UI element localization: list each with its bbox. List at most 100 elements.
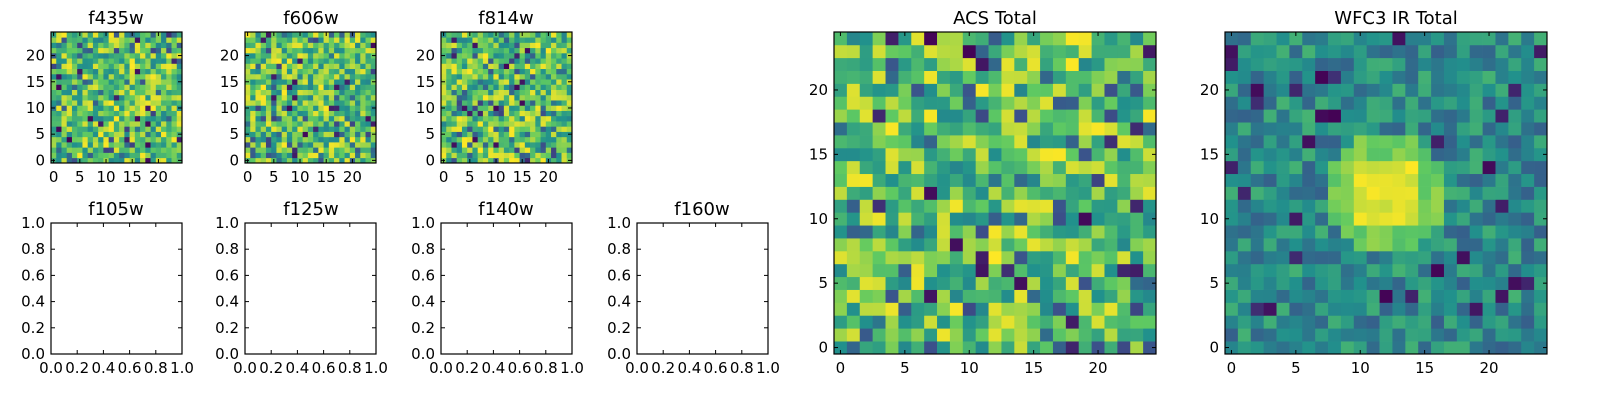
heatmap-cell [108,105,115,111]
heatmap-cell [171,94,178,101]
heatmap-cell [1078,135,1092,149]
heatmap-cell [313,68,319,75]
heatmap-cell [949,263,964,278]
heatmap-cell [1353,160,1368,175]
heatmap-cell [937,44,951,59]
heatmap-cell [360,126,366,132]
heatmap-cell [530,105,536,111]
heatmap-cell [530,147,536,153]
heatmap-cell [339,94,345,101]
heatmap-cell [108,152,115,159]
heatmap-cell [77,63,83,70]
heatmap-cell [1495,70,1509,84]
heatmap-cell [92,84,99,90]
heatmap-cell [441,37,447,43]
heatmap-cell [488,110,494,117]
heatmap-cell [859,44,873,59]
heatmap-cell [1289,212,1303,226]
heatmap-cell [524,94,531,101]
heatmap-cell [260,157,267,164]
heatmap-cell [124,110,130,117]
heatmap-cell [166,52,172,59]
heatmap-cell [87,131,94,138]
heatmap-cell [124,73,130,80]
heatmap-cell [98,63,104,70]
heatmap-cell [113,47,120,54]
heatmap-cell [1237,341,1252,355]
heatmap-cell [1379,186,1393,200]
heatmap-cell [1405,250,1419,265]
heatmap-cell [988,186,1002,200]
heatmap-cell [1443,225,1458,239]
heatmap-cell [87,115,94,122]
heatmap-cell [540,152,547,159]
heatmap-cell [313,152,319,159]
heatmap-cell [924,135,938,149]
heatmap-cell [885,199,899,213]
y-tick-label: 0.2 [215,319,239,337]
heatmap-cell [1534,32,1548,46]
heatmap-cell [61,110,68,117]
heatmap-cell [530,100,536,106]
heatmap-cell [103,37,109,43]
heatmap-cell [134,115,141,122]
heatmap-cell [92,147,99,153]
heatmap-cell [166,68,172,75]
heatmap-cell [962,238,977,252]
heatmap-cell [937,302,951,316]
heatmap-cell [1456,276,1471,290]
heatmap-cell [171,115,178,122]
heatmap-cell [482,84,489,90]
heatmap-cell [1276,289,1290,303]
heatmap-cell [1392,83,1406,97]
heatmap-cell [71,147,78,153]
heatmap-cell [1014,302,1028,316]
heatmap-cell [962,289,977,303]
heatmap-cell [155,121,162,127]
heatmap-cell [297,37,303,43]
heatmap-cell [1117,225,1131,239]
heatmap-cell [1027,341,1041,355]
heatmap-cell [171,142,178,148]
heatmap-cell [328,68,335,75]
heatmap-cell [834,250,848,265]
heatmap-cell [477,68,484,75]
heatmap-cell [540,79,547,85]
heatmap-cell [82,94,89,101]
heatmap-cell [323,42,330,49]
heatmap-cell [540,58,547,64]
heatmap-cell [498,126,505,132]
heatmap-cell [1379,302,1393,316]
heatmap-cell [924,328,938,342]
heatmap-cell [509,47,515,54]
heatmap-cell [498,94,505,101]
heatmap-cell [540,115,547,122]
heatmap-cell [1130,212,1144,226]
y-tick-label: 5 [1209,274,1219,292]
heatmap-cell [503,126,510,132]
heatmap-cell [271,73,277,80]
heatmap-cell [365,68,372,75]
heatmap-cell [1091,199,1105,213]
heatmap-cell [1014,199,1028,213]
heatmap-cell [66,32,73,38]
heatmap-cell [1315,315,1329,329]
heatmap-cell [488,89,494,96]
heatmap-cell [307,58,314,64]
heatmap-cell [498,105,505,111]
heatmap-cell [344,58,351,64]
heatmap-cell [318,100,324,106]
heatmap-cell [988,83,1002,97]
heatmap-cell [1456,122,1471,136]
heatmap-cell [446,157,452,164]
heatmap-cell [1237,83,1252,97]
heatmap-cell [1014,135,1028,149]
heatmap-cell [77,142,83,148]
heatmap-cell [949,302,964,316]
heatmap-cell [1065,160,1080,175]
heatmap-cell [1418,32,1432,46]
heatmap-cell [1366,238,1380,252]
heatmap-cell [975,173,989,187]
heatmap-cell [1027,225,1041,239]
heatmap-cell [61,68,68,75]
